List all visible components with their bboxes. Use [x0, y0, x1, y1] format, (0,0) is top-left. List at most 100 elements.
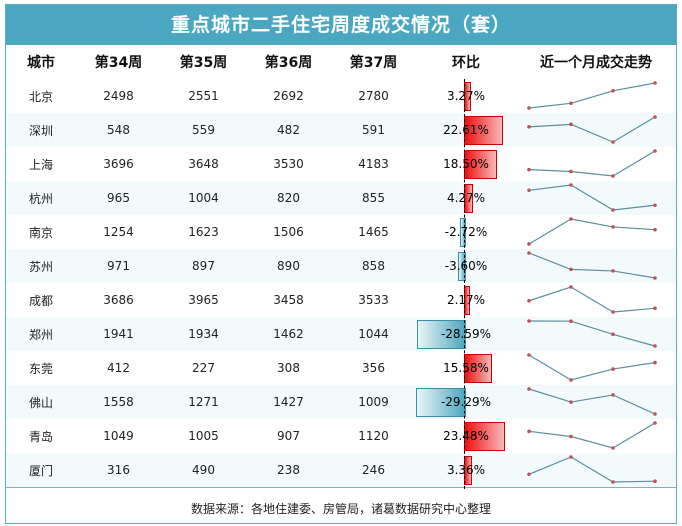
value-cell: 1254 [103, 225, 134, 239]
sparkline-line [528, 456, 656, 483]
value-cell: 1009 [358, 395, 389, 409]
value-cell: 897 [192, 259, 215, 273]
change-label: 4.27% [446, 191, 486, 205]
sparkline-point [569, 169, 573, 174]
sparkline-point [569, 455, 573, 459]
change-label: -28.59% [440, 327, 492, 341]
sparkline [527, 285, 657, 314]
sparkline-line [528, 150, 656, 177]
value-cell: 227 [192, 361, 215, 375]
value-cell: 3533 [358, 293, 389, 307]
value-cell: 1120 [358, 429, 389, 443]
table-row: 成都 3686 3965 3458 3533 2.17% [6, 283, 676, 318]
table-row: 深圳 548 559 482 591 22.61% [6, 113, 676, 148]
sparkline-point [569, 183, 573, 187]
sparkline-point [611, 446, 615, 450]
value-cell: 246 [362, 463, 385, 477]
sparkline [527, 217, 657, 246]
sparkline-point [611, 480, 615, 484]
change-bar [464, 354, 492, 383]
col-header: 第34周 [94, 55, 143, 71]
value-cell: 1049 [103, 429, 134, 443]
sparkline [527, 319, 657, 348]
city-cell: 杭州 [28, 191, 53, 206]
value-cell: 1427 [273, 395, 304, 409]
sparkline-point [653, 421, 657, 425]
table-row: 上海 3696 3648 3530 4183 18.50% [6, 147, 676, 182]
change-bar [464, 116, 504, 145]
sparkline-point [569, 319, 573, 323]
value-cell: 4183 [358, 157, 389, 171]
sparkline-point [611, 310, 615, 314]
sparkline-point [527, 298, 531, 303]
sparkline-point [527, 387, 531, 391]
sparkline-point [653, 412, 657, 416]
zero-axis [464, 79, 465, 489]
sparkline-line [528, 388, 656, 415]
change-label: 2.17% [446, 293, 486, 307]
sparkline-point [527, 242, 531, 246]
value-cell: 1004 [188, 191, 219, 205]
sparkline-point [611, 140, 615, 144]
table-row: 东莞 412 227 308 356 15.58% [6, 351, 676, 386]
sparkline [527, 353, 657, 382]
value-cell: 1462 [273, 327, 304, 341]
sparkline-point [569, 267, 573, 272]
sparkline [527, 81, 657, 110]
sparkline-line [528, 286, 656, 313]
value-cell: 2780 [358, 89, 389, 103]
table-row: 北京 2498 2551 2692 2780 3.27% [6, 79, 676, 114]
value-cell: 591 [362, 123, 385, 137]
value-cell: 1623 [188, 225, 219, 239]
sparkline [527, 149, 657, 178]
table-row: 青岛 1049 1005 907 1120 23.48% [6, 419, 676, 454]
value-cell: 490 [192, 463, 215, 477]
change-label: -29.29% [440, 395, 492, 409]
city-cell: 佛山 [28, 395, 53, 410]
value-cell: 238 [277, 463, 300, 477]
value-cell: 858 [362, 259, 385, 273]
sparkline-point [527, 125, 531, 129]
sparkline [527, 455, 657, 484]
sparkline-point [653, 149, 657, 153]
sparkline-point [653, 203, 657, 208]
sparkline-point [527, 472, 531, 477]
sparkline-point [653, 360, 657, 365]
sparkline-point [569, 378, 573, 382]
change-label: 3.36% [446, 463, 486, 477]
sparkline-line [528, 252, 656, 279]
value-cell: 1271 [188, 395, 219, 409]
value-cell: 1941 [103, 327, 134, 341]
source-note: 数据来源：各地住建委、房管局，诸葛数据研究中心整理 [190, 501, 491, 516]
col-header: 城市 [27, 55, 55, 71]
sparkline-point [611, 89, 615, 93]
sparkline-point [611, 225, 615, 229]
sparkline-point [611, 393, 615, 397]
sparkline [527, 183, 657, 212]
sparkline-point [527, 251, 531, 255]
table-row: 郑州 1941 1934 1462 1044 -28.59% [6, 317, 676, 352]
table-frame: 重点城市二手住宅周度成交情况（套） 城市 第34周 第35周 第36周 第37周… [5, 4, 677, 524]
sparkline-point [653, 306, 657, 311]
table-row: 佛山 1558 1271 1427 1009 -29.29% [6, 385, 676, 420]
value-cell: 3648 [188, 157, 219, 171]
value-cell: 855 [362, 191, 385, 205]
value-cell: 2498 [103, 89, 134, 103]
sparkline-point [611, 332, 615, 337]
change-bar [416, 320, 466, 349]
sparkline-point [569, 101, 573, 106]
sparkline-line [528, 320, 656, 347]
city-cell: 南京 [28, 225, 53, 240]
sparkline-point [527, 353, 531, 357]
value-cell: 971 [107, 259, 130, 273]
change-label: 22.61% [443, 123, 489, 137]
change-bar [464, 422, 505, 451]
sparkline-point [653, 276, 657, 280]
city-cell: 成都 [28, 293, 53, 308]
city-cell: 苏州 [28, 259, 53, 274]
sparkline-point [527, 429, 531, 434]
sparkline-line [528, 116, 656, 143]
sparkline-point [569, 400, 573, 404]
sparkline-line [528, 354, 656, 381]
value-cell: 907 [277, 429, 300, 443]
